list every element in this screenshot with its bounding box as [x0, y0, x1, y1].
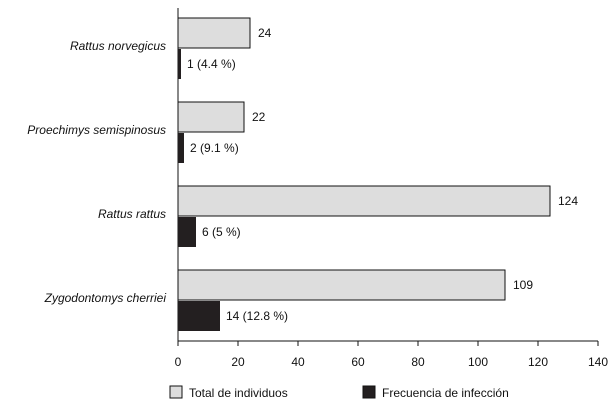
data-label-infection-1: 2 (9.1 %)	[190, 141, 239, 155]
x-tick-label-3: 60	[351, 355, 365, 369]
data-label-total-2: 124	[558, 194, 578, 208]
legend-swatch-0	[169, 385, 183, 399]
data-label-infection-2: 6 (5 %)	[202, 225, 241, 239]
data-label-infection-0: 1 (4.4 %)	[187, 57, 236, 71]
bar-total-1	[177, 101, 245, 133]
ticks-layer: 0 20 40 60 80 100 120 140	[175, 341, 608, 369]
x-tick-label-5: 100	[468, 355, 488, 369]
bar-infection-2	[178, 217, 196, 247]
legend-swatch-1	[362, 385, 376, 399]
x-tick-label-0: 0	[175, 355, 182, 369]
bar-infection-0	[178, 49, 181, 79]
data-label-infection-3: 14 (12.8 %)	[226, 309, 288, 323]
legend-label-0: Total de individuos	[189, 386, 288, 400]
bars-layer: 24 1 (4.4 %) Rattus norvegicus 22 2 (9.1 %) P…	[27, 17, 578, 331]
x-tick-label-6: 120	[528, 355, 548, 369]
bar-total-0	[177, 17, 251, 49]
x-tick-label-1: 20	[231, 355, 245, 369]
bar-infection-3	[178, 301, 220, 331]
category-label-3: Zygodontomys cherriei	[44, 291, 167, 305]
bar-infection-1	[178, 133, 184, 163]
bar-total-2	[177, 185, 551, 217]
legend: Total de individuos Frecuencia de infecci…	[169, 385, 509, 400]
category-label-1: Proechimys semispinosus	[27, 123, 166, 137]
x-tick-label-7: 140	[588, 355, 608, 369]
data-label-total-1: 22	[252, 110, 266, 124]
legend-label-1: Frecuencia de infección	[382, 386, 509, 400]
x-tick-label-4: 80	[411, 355, 425, 369]
bar-total-3	[177, 269, 506, 301]
data-label-total-0: 24	[258, 26, 272, 40]
category-label-0: Rattus norvegicus	[70, 39, 166, 53]
x-tick-label-2: 40	[291, 355, 305, 369]
data-label-total-3: 109	[513, 278, 533, 292]
category-label-2: Rattus rattus	[98, 207, 166, 221]
